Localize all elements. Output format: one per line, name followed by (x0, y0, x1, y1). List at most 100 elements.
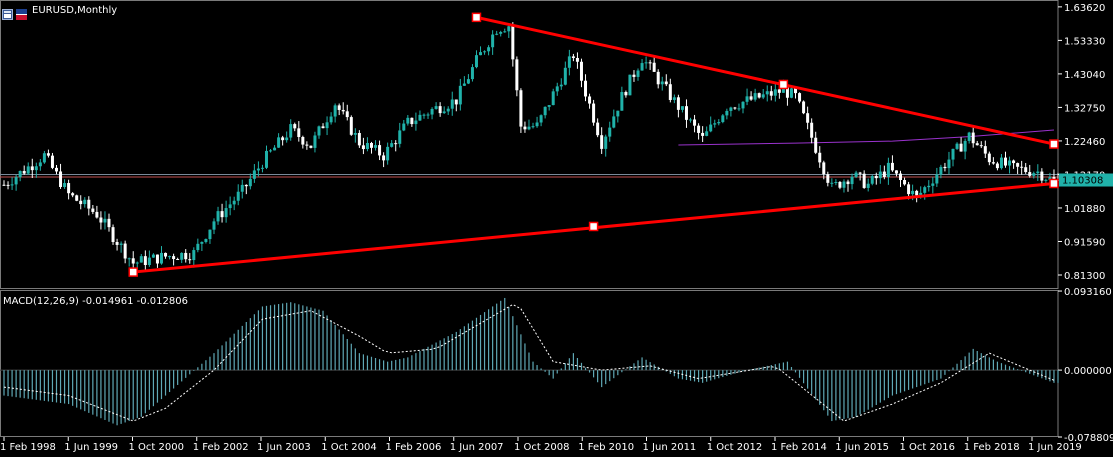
candle-bull (208, 229, 212, 240)
candle-bull (1032, 173, 1036, 176)
trendline-anchor-handle[interactable] (1049, 178, 1059, 189)
candle-bull (462, 83, 466, 86)
candle-bull (680, 106, 684, 110)
candle-bull (374, 145, 378, 148)
candle-bull (212, 221, 216, 230)
candle-bear (899, 173, 903, 181)
candle-bear (244, 184, 248, 187)
candle-bull (313, 135, 317, 148)
candle-bull (559, 84, 563, 87)
candle-bear (523, 126, 527, 130)
candle-bear (131, 258, 135, 264)
candle-bull (781, 87, 785, 93)
candle-bull (931, 183, 935, 186)
candle-bull (547, 105, 551, 107)
x-tick-label: 1 Jun 2011 (643, 442, 697, 453)
candle-bull (139, 256, 143, 263)
candle-bull (737, 108, 741, 110)
candle-bull (168, 256, 172, 258)
candle-bear (915, 190, 919, 196)
candle-bear (798, 93, 802, 102)
candle-bull (34, 166, 38, 171)
candle-bull (317, 126, 321, 136)
candle-bull (854, 172, 858, 177)
candle-bear (697, 125, 701, 133)
candle-bull (151, 254, 155, 258)
candle-bull (935, 174, 939, 184)
candle-bear (806, 113, 810, 123)
trendline-anchor-handle[interactable] (471, 12, 482, 23)
candle-bear (369, 142, 373, 148)
candle-bull (745, 96, 749, 102)
trendline-anchor-handle[interactable] (128, 267, 138, 277)
candle-bear (321, 126, 325, 129)
candle-bear (337, 105, 341, 110)
candle-bear (693, 119, 697, 126)
candle-bull (333, 105, 337, 117)
candle-bear (361, 145, 365, 150)
candle-bull (1036, 171, 1040, 174)
candle-bull (236, 191, 240, 201)
candle-bull (939, 166, 943, 175)
candle-bear (814, 137, 818, 153)
trendline-anchor-handle[interactable] (1049, 139, 1059, 149)
x-tick-label: 1 Jun 1999 (64, 442, 118, 453)
candle-bull (531, 126, 535, 128)
candle-bull (277, 137, 281, 148)
candle-bear (99, 217, 103, 223)
candle-bear (802, 101, 806, 114)
x-tick-label: 1 Jun 2003 (257, 442, 311, 453)
candle-bull (119, 243, 123, 245)
candle-bull (717, 122, 721, 124)
candle-bull (689, 119, 693, 121)
candle-bear (588, 96, 592, 104)
moving-average-line (678, 129, 1054, 146)
current-price-badge (1059, 173, 1113, 187)
candle-bull (636, 70, 640, 77)
candle-bear (733, 107, 737, 109)
candle-bear (309, 145, 313, 148)
candle-bear (959, 143, 963, 152)
candle-bear (991, 162, 995, 164)
candle-bear (983, 146, 987, 154)
candle-bull (479, 52, 483, 56)
candle-bear (777, 89, 781, 93)
candle-bull (289, 124, 293, 138)
trendline-anchor-handle[interactable] (778, 79, 789, 90)
candle-bear (648, 62, 652, 64)
candle-bear (454, 99, 458, 105)
trendline[interactable] (476, 15, 1055, 146)
candle-bear (59, 171, 63, 187)
candle-bull (196, 243, 200, 251)
candle-bear (907, 184, 911, 195)
candle-bear (410, 117, 414, 125)
candle-bull (418, 114, 422, 121)
y-tick-label: 1.22460 (1064, 137, 1105, 148)
candle-bear (349, 117, 353, 135)
candle-bull (450, 99, 454, 109)
candle-bull (240, 184, 244, 192)
candle-bear (858, 172, 862, 174)
candle-bear (846, 181, 850, 185)
candle-bear (305, 144, 309, 146)
candle-bear (67, 183, 71, 194)
candle-bear (971, 132, 975, 144)
x-tick-label: 1 Oct 2008 (514, 442, 569, 453)
chart-window-icon[interactable] (2, 5, 13, 20)
candle-bull (729, 107, 733, 111)
candle-bull (402, 123, 406, 131)
candle-bull (850, 176, 854, 185)
x-tick-label: 1 Oct 2000 (129, 442, 184, 453)
candle-bear (91, 208, 95, 212)
candle-bull (551, 91, 555, 106)
candle-bear (701, 132, 705, 136)
trendline-anchor-handle[interactable] (588, 221, 599, 232)
candle-bull (765, 91, 769, 95)
candle-bear (111, 227, 115, 243)
candle-bull (103, 218, 107, 223)
candle-bull (604, 136, 608, 149)
y-tick-label: 1.32750 (1064, 103, 1105, 114)
candle-bull (273, 147, 277, 151)
candle-bear (123, 243, 127, 259)
